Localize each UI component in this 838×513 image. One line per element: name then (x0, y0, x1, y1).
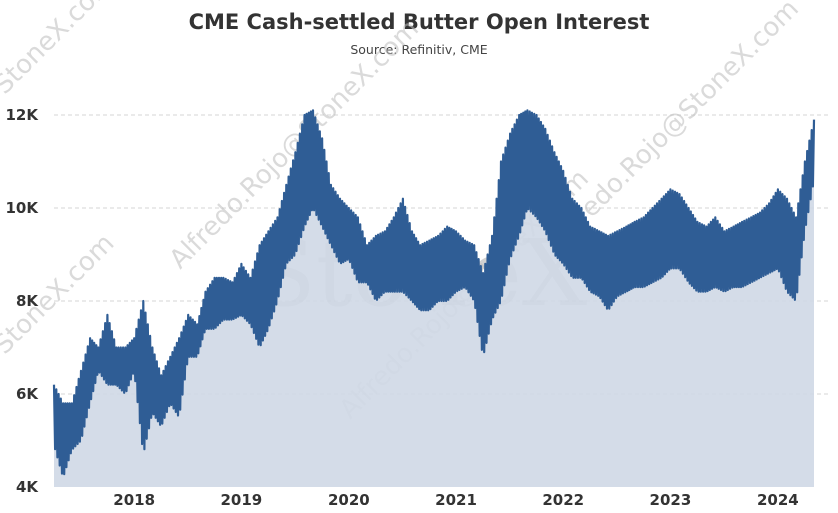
y-tick-label: 10K (6, 199, 40, 217)
y-axis: 4K 6K 8K 10K 12K (6, 106, 40, 496)
x-tick-label: 2021 (435, 491, 477, 509)
chart-title: CME Cash-settled Butter Open Interest (188, 10, 650, 34)
y-tick-label: 8K (16, 292, 39, 310)
x-tick-label: 2019 (220, 491, 262, 509)
watermark-email: StoneX.com (0, 0, 120, 100)
x-tick-label: 2022 (542, 491, 584, 509)
x-axis: 2018 2019 2020 2021 2022 2023 2024 (113, 491, 798, 509)
x-tick-label: 2024 (757, 491, 799, 509)
chart-subtitle: Source: Refinitiv, CME (350, 42, 488, 57)
x-tick-label: 2020 (328, 491, 370, 509)
y-tick-label: 12K (6, 106, 40, 124)
x-tick-label: 2023 (650, 491, 692, 509)
series-line (52, 109, 816, 476)
x-tick-label: 2018 (113, 491, 155, 509)
y-tick-label: 4K (16, 478, 39, 496)
y-tick-label: 6K (16, 385, 39, 403)
